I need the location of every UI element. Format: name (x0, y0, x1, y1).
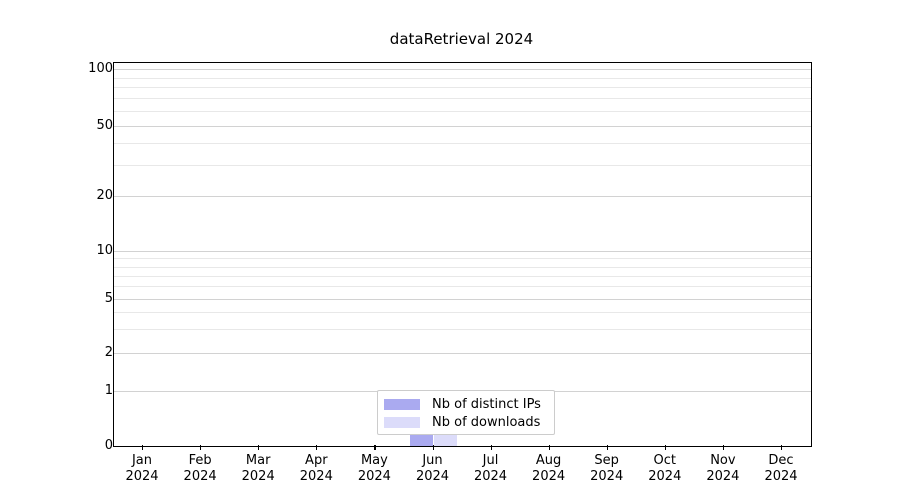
x-axis-tick-label: Mar 2024 (223, 453, 293, 485)
x-axis-tick-label-line: 2024 (415, 469, 450, 484)
y-axis-tick-label: 100 (88, 61, 113, 76)
x-axis-tick-mark (781, 445, 783, 450)
gridline-minor (114, 77, 811, 79)
x-axis-tick-label-line: Oct (653, 453, 677, 468)
gridline-minor (114, 312, 811, 314)
x-axis-tick-label: Aug 2024 (514, 453, 584, 485)
x-axis-tick-mark (200, 445, 202, 450)
gridline-major (114, 126, 811, 127)
x-axis-tick-label-line: 2024 (590, 469, 624, 484)
gridline-minor (114, 98, 811, 100)
x-axis-tick-label: May 2024 (339, 453, 409, 485)
legend-item-distinct-ips[interactable]: Nb of distinct IPs (384, 395, 548, 413)
legend-item-downloads[interactable]: Nb of downloads (384, 413, 548, 431)
x-axis-tick-label-line: Dec (768, 453, 794, 468)
x-axis-tick-label: Jun 2024 (398, 453, 468, 485)
x-axis-tick-label: Sep 2024 (572, 453, 642, 485)
x-axis-tick-label-line: 2024 (648, 469, 682, 484)
gridline-minor (114, 165, 811, 166)
x-axis-tick-label-line: 2024 (241, 469, 275, 484)
x-axis-tick-label-line: 2024 (764, 469, 798, 484)
gridline-major (114, 69, 811, 70)
x-axis-tick-label: Nov 2024 (688, 453, 758, 485)
gridline-minor (114, 143, 811, 145)
y-axis-tick-label: 10 (96, 243, 113, 258)
x-axis-tick-label-line: 2024 (183, 469, 217, 484)
x-axis-tick-label-line: 2024 (299, 469, 333, 484)
x-axis-tick-mark (374, 445, 376, 450)
y-axis-tick-label: 5 (104, 291, 113, 306)
x-axis-tick-label-line: Sep (594, 453, 619, 468)
page-title: dataRetrieval 2024 (389, 30, 534, 48)
x-axis-tick-label-line: 2024 (706, 469, 740, 484)
x-axis-tick-mark (142, 445, 144, 450)
x-axis-tick-mark (664, 445, 666, 450)
gridline-minor (114, 111, 811, 112)
legend-label-distinct-ips: Nb of distinct IPs (432, 396, 541, 412)
x-axis-tick-label: Dec 2024 (746, 453, 816, 485)
y-axis-tick-label: 2 (104, 345, 113, 360)
y-axis-tick-label: 50 (96, 118, 113, 133)
plot-inner (114, 63, 811, 446)
gridline-major (114, 299, 811, 300)
legend-swatch-distinct-ips (384, 398, 420, 410)
x-axis-tick-label-line: 2024 (473, 469, 508, 484)
x-axis-tick-label-line: 2024 (125, 469, 159, 484)
x-axis-tick-label-line: Aug (535, 453, 562, 468)
x-axis-tick-label-line: 2024 (532, 469, 566, 484)
x-axis-tick-label: Apr 2024 (281, 453, 351, 485)
gridline-minor (114, 258, 811, 260)
x-axis-tick-mark (548, 445, 550, 450)
x-axis-tick-label-line: Apr (305, 453, 328, 468)
x-axis-tick-label-line: Feb (188, 453, 212, 468)
y-axis: 100 50 20 10 5 2 1 0 (55, 61, 118, 452)
x-axis-tick-mark (722, 445, 725, 450)
legend-swatch-downloads (384, 416, 420, 428)
gridline-minor (114, 329, 811, 331)
y-axis-tick-label: 20 (96, 188, 113, 203)
x-axis-tick-label-line: Jun (422, 453, 443, 468)
gridline-major (114, 196, 811, 197)
x-axis-tick-mark (258, 445, 260, 450)
x-axis-tick-label-line: 2024 (357, 469, 391, 484)
x-axis-tick-label: Feb 2024 (165, 453, 235, 485)
x-axis-tick-mark (316, 445, 318, 450)
x-axis-tick-mark (490, 445, 492, 450)
x-axis: Jan 2024 Feb 2024 Mar 2024 Apr 2024 May 2024 Jun 20… (113, 445, 810, 500)
x-axis-tick-label-line: Jan (131, 453, 153, 468)
legend-label-downloads: Nb of downloads (432, 414, 541, 430)
chart-legend[interactable]: Nb of distinct IPs Nb of downloads (377, 390, 555, 435)
x-axis-tick-mark (432, 445, 434, 450)
x-axis-tick-label-line: Mar (245, 453, 271, 468)
x-axis-tick-label: Jul 2024 (456, 453, 526, 485)
gridline-minor (114, 266, 811, 268)
x-axis-tick-mark (606, 445, 608, 450)
y-axis-tick-label: 0 (104, 438, 113, 453)
x-axis-tick-label-line: Nov (710, 453, 736, 468)
gridline-minor (114, 87, 811, 89)
x-axis-tick-label-line: May (360, 453, 388, 468)
x-axis-tick-label-line: Jul (482, 453, 499, 468)
gridline-major (114, 251, 811, 252)
gridline-minor (114, 286, 811, 288)
x-axis-tick-label: Jan 2024 (107, 453, 177, 485)
y-axis-tick-label: 1 (104, 383, 113, 398)
gridline-minor (114, 275, 811, 277)
x-axis-tick-label: Oct 2024 (630, 453, 700, 485)
gridline-major (114, 353, 811, 354)
